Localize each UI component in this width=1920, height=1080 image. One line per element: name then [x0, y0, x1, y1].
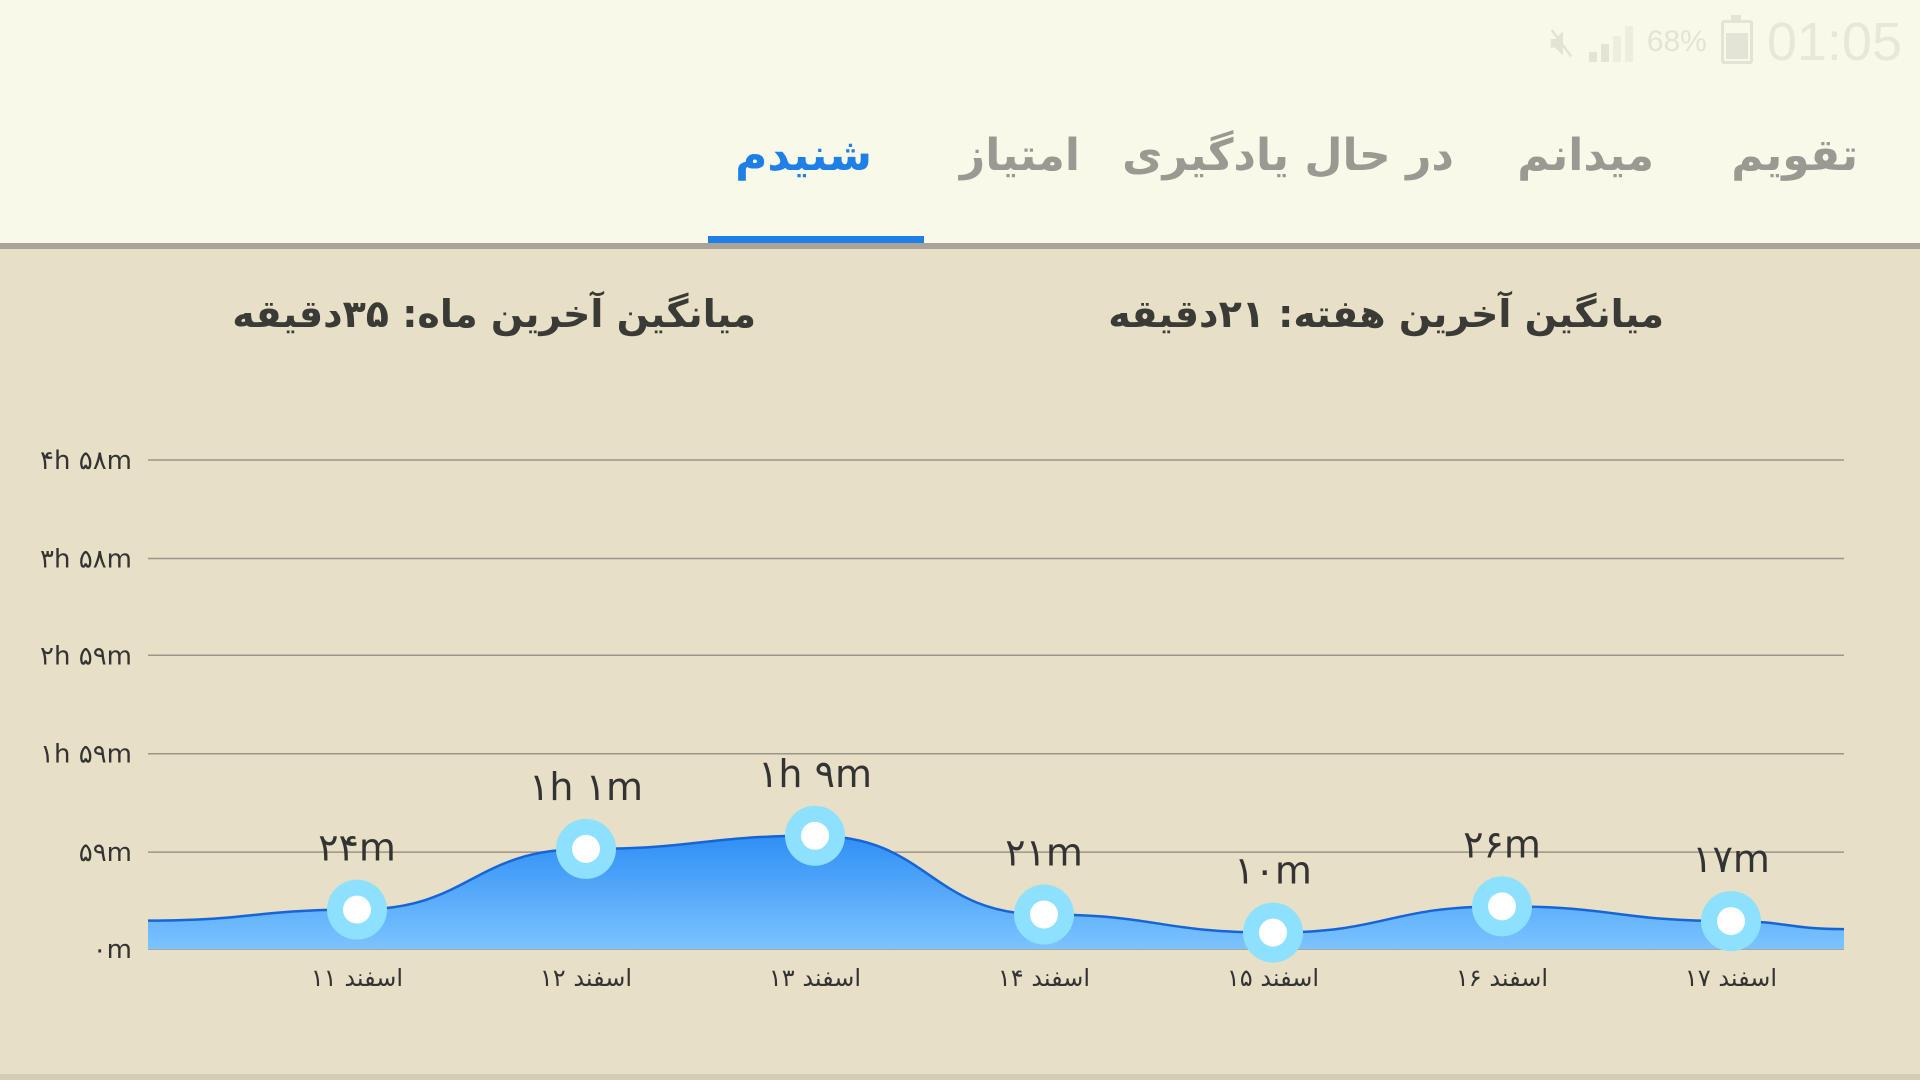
data-label: ۱h ۹m	[758, 752, 872, 796]
x-axis-label: ۱۱ اسفند	[311, 964, 403, 992]
data-point[interactable]	[1701, 891, 1761, 952]
monthly-average: میانگین آخرین ماه: ۳۵دقیقه	[232, 292, 756, 336]
y-axis-label: ۵۹m	[79, 838, 132, 868]
y-axis-label: ۳h ۵۸m	[40, 544, 132, 574]
x-axis-label: ۱۶ اسفند	[1456, 964, 1548, 992]
data-label: ۱۷m	[1692, 837, 1770, 881]
x-axis-label: ۱۲ اسفند	[540, 964, 632, 992]
data-label: ۲۱m	[1005, 831, 1083, 875]
tab-known[interactable]: میدانم	[1517, 130, 1654, 181]
signal-icon	[1588, 22, 1633, 62]
y-axis-label: ۲h ۵۹m	[40, 641, 132, 671]
x-axis-label: ۱۷ اسفند	[1685, 964, 1777, 992]
data-label: ۱h ۱m	[529, 765, 643, 809]
x-axis-label: ۱۳ اسفند	[769, 964, 861, 992]
tab-bar: تقویم میدانم در حال یادگیری امتیاز شنیدم	[0, 110, 1920, 244]
x-axis-label: ۱۵ اسفند	[1227, 964, 1319, 992]
tab-score[interactable]: امتیاز	[959, 130, 1080, 181]
y-axis-label: ۱h ۵۹m	[40, 740, 132, 770]
bottom-divider	[0, 1074, 1920, 1080]
x-axis-label: ۱۴ اسفند	[998, 964, 1090, 992]
data-point[interactable]	[327, 879, 387, 940]
active-tab-indicator	[708, 236, 924, 243]
tab-heard[interactable]: شنیدم	[735, 130, 872, 181]
battery-percent: 68%	[1646, 25, 1707, 58]
data-label: ۱۰m	[1234, 849, 1312, 893]
data-point[interactable]	[1472, 876, 1532, 937]
y-axis-label: ۴h ۵۸m	[40, 446, 132, 476]
battery-icon	[1720, 15, 1753, 64]
clock: 01:05	[1766, 12, 1902, 72]
weekly-average: میانگین آخرین هفته: ۲۱دقیقه	[1108, 292, 1664, 336]
data-point[interactable]	[1243, 902, 1303, 963]
listening-chart: ۰m ۵۹m ۱h ۵۹m ۲h ۵۹m ۳h ۵۸m ۴h ۵۸m ۲۴m ۱۱ اسفن…	[40, 446, 1845, 992]
data-label: ۲۴m	[318, 826, 396, 870]
status-bar: 🔇︎ 68% 01:05	[1549, 12, 1902, 72]
y-axis-label: ۰m	[93, 935, 132, 965]
series-line	[147, 834, 1845, 934]
data-point[interactable]	[785, 805, 845, 866]
tab-learning[interactable]: در حال یادگیری	[1122, 130, 1454, 181]
data-point[interactable]	[1014, 884, 1074, 945]
data-point[interactable]	[556, 818, 616, 879]
app-header: 🔇︎ 68% 01:05	[0, 0, 1920, 244]
tab-calendar[interactable]: تقویم	[1731, 130, 1858, 181]
mute-icon: 🔇︎	[1549, 19, 1575, 65]
header-divider	[0, 243, 1920, 249]
data-label: ۲۶m	[1463, 822, 1541, 866]
